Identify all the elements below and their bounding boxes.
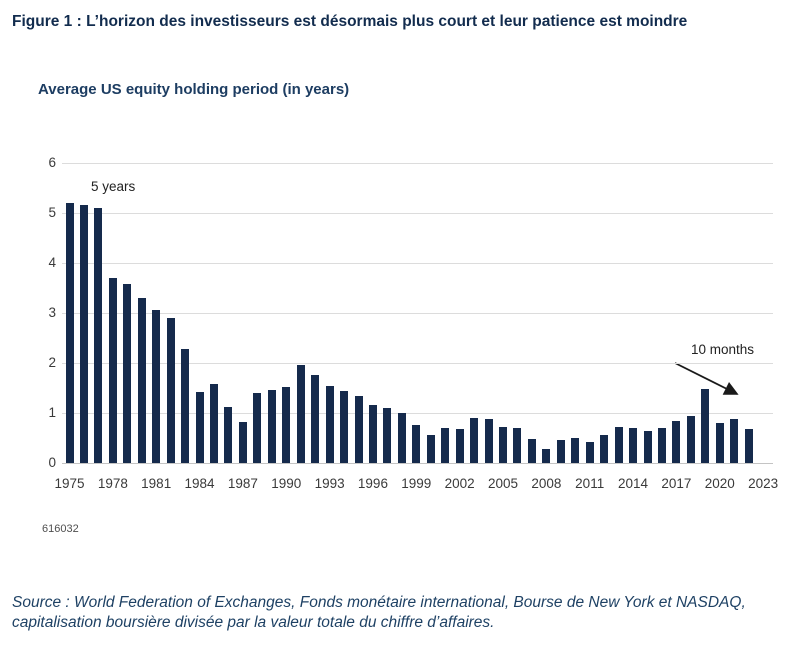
bar-2002: [455, 429, 464, 463]
bar-1984: [195, 391, 204, 463]
plot-area: 5 years 10 months 0 1 2 3 4 5 6 1975 1978 1981 198…: [48, 155, 778, 491]
gridline-y2: [62, 363, 773, 364]
bar-2003: [470, 417, 479, 463]
bar-1988: [253, 392, 262, 463]
chart-title: Average US equity holding period (in yea…: [38, 81, 350, 98]
bar-1996: [368, 404, 377, 463]
gridline-y3: [62, 313, 773, 314]
bar-2016: [657, 428, 666, 463]
bar-2008: [542, 449, 551, 463]
bar-2007: [527, 438, 536, 463]
y-tick-label-0: 0: [48, 455, 56, 470]
gridline-y4: [62, 263, 773, 264]
y-tick-label-1: 1: [48, 405, 56, 420]
bar-2021: [730, 419, 739, 463]
bar-1991: [296, 364, 305, 463]
annotation-5-years: 5 years: [91, 179, 136, 194]
bar-2017: [672, 420, 681, 463]
y-tick-label-3: 3: [48, 305, 56, 320]
y-tick-label-4: 4: [48, 255, 56, 270]
bar-2013: [614, 427, 623, 463]
x-tick-label-1993: 1993: [314, 476, 345, 491]
bar-2006: [513, 427, 522, 463]
bar-1975: [65, 203, 74, 463]
bar-2018: [686, 416, 695, 463]
gridline-y5: [62, 213, 773, 214]
x-tick-label-2008: 2008: [531, 476, 562, 491]
bar-2004: [484, 418, 493, 463]
bar-2015: [643, 431, 652, 463]
bar-2022: [744, 429, 753, 463]
source-line-2: capitalisation boursière divisée par la …: [12, 614, 495, 631]
x-tick-label-1990: 1990: [271, 476, 302, 491]
source-note: Source : World Federation of Exchanges, …: [12, 593, 798, 633]
figure-title: Figure 1 : L’horizon des investisseurs e…: [12, 13, 688, 30]
x-tick-label-2011: 2011: [575, 476, 605, 491]
bar-1980: [137, 298, 146, 463]
x-tick-label-1987: 1987: [227, 476, 258, 491]
bar-1981: [152, 310, 161, 463]
gridline-y1: [62, 413, 773, 414]
x-tick-label-2023: 2023: [748, 476, 779, 491]
bar-2012: [600, 434, 609, 463]
x-tick-label-2014: 2014: [618, 476, 649, 491]
x-tick-label-1981: 1981: [141, 476, 172, 491]
y-tick-label-5: 5: [48, 205, 56, 220]
x-tick-label-1975: 1975: [54, 476, 85, 491]
x-tick-label-2002: 2002: [444, 476, 475, 491]
bar-1987: [238, 421, 247, 463]
figure-number: 616032: [42, 523, 79, 535]
annotation-10-months: 10 months: [691, 342, 755, 357]
bar-1979: [123, 284, 132, 463]
bar-2011: [585, 441, 594, 463]
bar-1989: [267, 389, 276, 463]
bar-2020: [715, 423, 724, 463]
x-tick-label-1999: 1999: [401, 476, 432, 491]
bar-1995: [354, 396, 363, 463]
bar-1976: [79, 205, 88, 463]
bar-1982: [166, 318, 175, 463]
x-tick-label-2020: 2020: [704, 476, 735, 491]
bar-2001: [441, 427, 450, 463]
gridline-y0: [62, 463, 773, 464]
bar-1985: [210, 383, 218, 463]
gridline-y6: [62, 163, 773, 164]
bar-1998: [397, 412, 406, 463]
source-line-1: Source : World Federation of Exchanges, …: [12, 594, 746, 611]
bar-1986: [224, 407, 233, 463]
bar-1990: [282, 387, 291, 463]
bar-1993: [325, 385, 334, 463]
x-tick-label-2017: 2017: [661, 476, 692, 491]
bar-2009: [556, 440, 565, 463]
bar-2000: [426, 434, 435, 463]
bar-1983: [181, 349, 190, 463]
bar-1999: [412, 425, 421, 463]
bar-1977: [94, 208, 103, 463]
x-tick-label-2005: 2005: [487, 476, 519, 491]
annotation-arrow-icon: [674, 362, 739, 395]
bar-2010: [571, 437, 580, 463]
bar-2019: [701, 389, 710, 463]
x-tick-label-1984: 1984: [184, 476, 215, 491]
bar-1992: [311, 374, 320, 463]
bar-1997: [383, 407, 392, 463]
bar-2005: [499, 427, 507, 463]
bar-1978: [108, 278, 117, 463]
y-tick-label-2: 2: [48, 355, 56, 370]
x-tick-label-1996: 1996: [357, 476, 388, 491]
bar-2014: [629, 428, 638, 463]
bar-1994: [340, 391, 349, 463]
x-tick-label-1978: 1978: [97, 476, 128, 491]
y-tick-label-6: 6: [48, 155, 56, 170]
